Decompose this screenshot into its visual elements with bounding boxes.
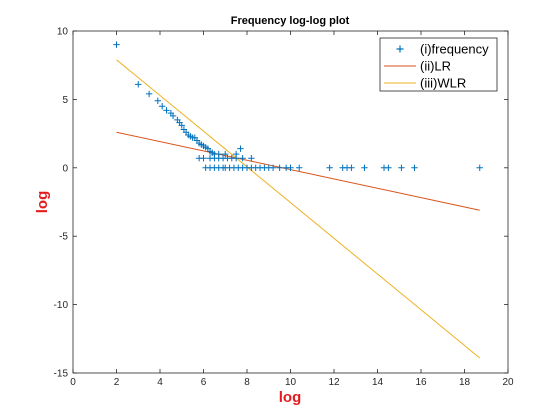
data-point [200,155,207,162]
data-point [476,164,483,171]
plot-border [72,30,509,374]
data-point [237,145,244,152]
data-point [163,107,170,114]
x-tick-label: 10 [285,377,297,388]
data-point [145,90,153,98]
legend-swatch [396,45,404,53]
data-point [135,81,142,88]
x-tick-label: 2 [114,377,120,388]
data-point [411,164,418,171]
legend: (i)frequency (ii)LR (iii)WLR [379,37,498,92]
y-tick-label: -15 [54,369,69,380]
y-axis-label: log [34,191,51,214]
data-point [361,164,368,171]
series-line-ii-lr [116,131,480,211]
y-tick-label: 10 [57,27,69,38]
series-lines [116,59,481,359]
data-point [326,164,333,171]
x-tick-label: 16 [415,377,427,388]
data-point [276,164,283,171]
data-point [269,164,277,171]
data-point [222,150,229,158]
data-point [154,97,162,104]
legend-label: (i)frequency [420,42,489,57]
series-markers [113,41,483,171]
data-point [232,155,240,162]
x-tick-label: 8 [244,377,250,388]
x-tick-label: 12 [328,377,340,388]
data-point [398,164,405,171]
data-point [158,103,166,110]
data-point [348,164,355,171]
legend-label: (ii)LR [420,59,451,74]
y-tick-label: 0 [62,163,68,174]
x-tick-label: 6 [201,377,207,388]
x-tick-label: 4 [157,377,163,388]
legend-label: (iii)WLR [420,76,466,91]
data-point [178,122,185,129]
data-point [385,164,392,171]
y-tick-label: -5 [59,232,68,243]
x-axis-label: log [279,389,302,406]
x-tick-label: 20 [502,377,514,388]
data-point [248,155,255,162]
x-tick-label: 14 [372,377,384,388]
y-tick-label: 5 [62,95,68,106]
data-point [239,155,246,162]
x-tick-label: 18 [459,377,471,388]
axis-ticks: 0 2 4 6 8 10 12 14 16 18 20 -15 -10 -5 0 5 10 [54,27,514,389]
data-point [169,112,177,120]
series-line-iii-wlr [116,59,481,359]
chart-title: Frequency log-log plot [231,15,350,27]
data-point [113,41,120,48]
x-tick-label: 0 [70,377,76,388]
y-tick-label: -10 [54,300,69,311]
data-point [296,164,303,171]
data-point [287,164,294,171]
